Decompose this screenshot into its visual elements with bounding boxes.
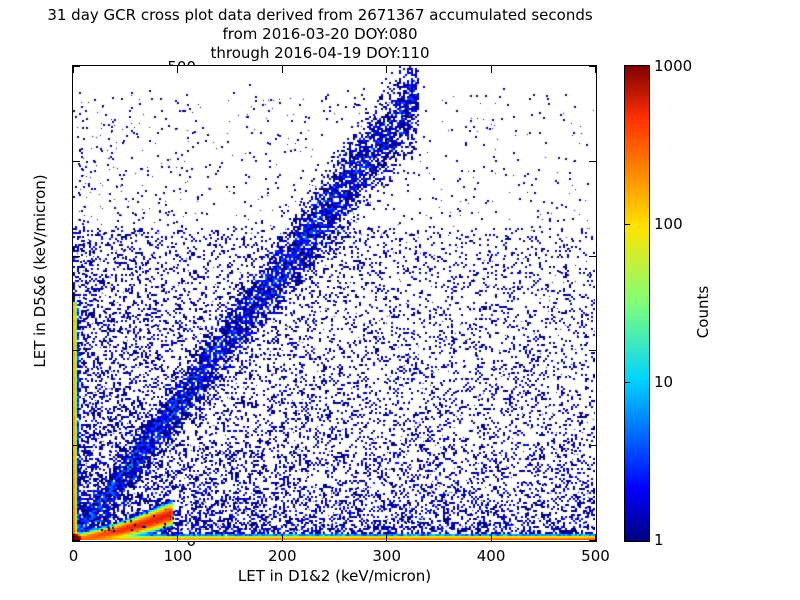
y-tick-400 bbox=[73, 160, 80, 162]
colorbar-gradient bbox=[625, 66, 649, 541]
x-tick-100 bbox=[177, 534, 179, 541]
scatter-plot-area[interactable] bbox=[72, 65, 597, 542]
x-tick-top-300 bbox=[386, 66, 388, 73]
x-tick-label-100: 100 bbox=[163, 547, 193, 565]
y-tick-500 bbox=[73, 66, 80, 67]
x-tick-500 bbox=[595, 534, 596, 541]
x-tick-200 bbox=[281, 534, 283, 541]
x-tick-top-100 bbox=[177, 66, 179, 73]
x-tick-label-0: 0 bbox=[68, 547, 79, 565]
x-tick-top-200 bbox=[281, 66, 283, 73]
colorbar-tick-100 bbox=[625, 224, 630, 225]
y-tick-right-100 bbox=[589, 445, 596, 447]
y-tick-right-0 bbox=[589, 540, 596, 541]
colorbar-tick-label-1: 1 bbox=[654, 530, 664, 549]
x-tick-top-400 bbox=[490, 66, 492, 73]
y-tick-100 bbox=[73, 445, 80, 447]
colorbar-tick-label-1000: 1000 bbox=[654, 56, 693, 75]
plot-title-line-1: 31 day GCR cross plot data derived from … bbox=[47, 6, 593, 24]
x-tick-top-500 bbox=[595, 66, 596, 73]
colorbar-tick-10 bbox=[625, 382, 630, 383]
y-axis-label: LET in D5&6 (keV/micron) bbox=[31, 174, 49, 368]
x-tick-300 bbox=[386, 534, 388, 541]
colorbar-tick-label-10: 10 bbox=[654, 372, 674, 391]
x-tick-0 bbox=[73, 534, 74, 541]
x-tick-label-500: 500 bbox=[581, 547, 610, 565]
y-tick-right-500 bbox=[589, 66, 596, 67]
x-tick-400 bbox=[490, 534, 492, 541]
plot-title-line-3: through 2016-04-19 DOY:110 bbox=[210, 44, 430, 62]
y-tick-right-200 bbox=[589, 350, 596, 352]
y-tick-right-300 bbox=[589, 255, 596, 257]
y-tick-300 bbox=[73, 255, 80, 257]
x-tick-label-300: 300 bbox=[372, 547, 401, 565]
plot-title: 31 day GCR cross plot data derived from … bbox=[0, 6, 640, 63]
plot-title-line-2: from 2016-03-20 DOY:080 bbox=[222, 25, 418, 43]
colorbar-label: Counts bbox=[694, 285, 712, 339]
colorbar-tick-label-100: 100 bbox=[654, 214, 683, 233]
colorbar[interactable] bbox=[624, 65, 650, 542]
x-axis-label: LET in D1&2 (keV/micron) bbox=[237, 567, 432, 585]
x-tick-top-0 bbox=[73, 66, 74, 73]
y-tick-0 bbox=[73, 540, 80, 541]
scatter-density-canvas bbox=[73, 66, 595, 540]
y-tick-right-400 bbox=[589, 160, 596, 162]
y-tick-200 bbox=[73, 350, 80, 352]
x-tick-label-200: 200 bbox=[267, 547, 297, 565]
x-tick-label-400: 400 bbox=[476, 547, 506, 565]
